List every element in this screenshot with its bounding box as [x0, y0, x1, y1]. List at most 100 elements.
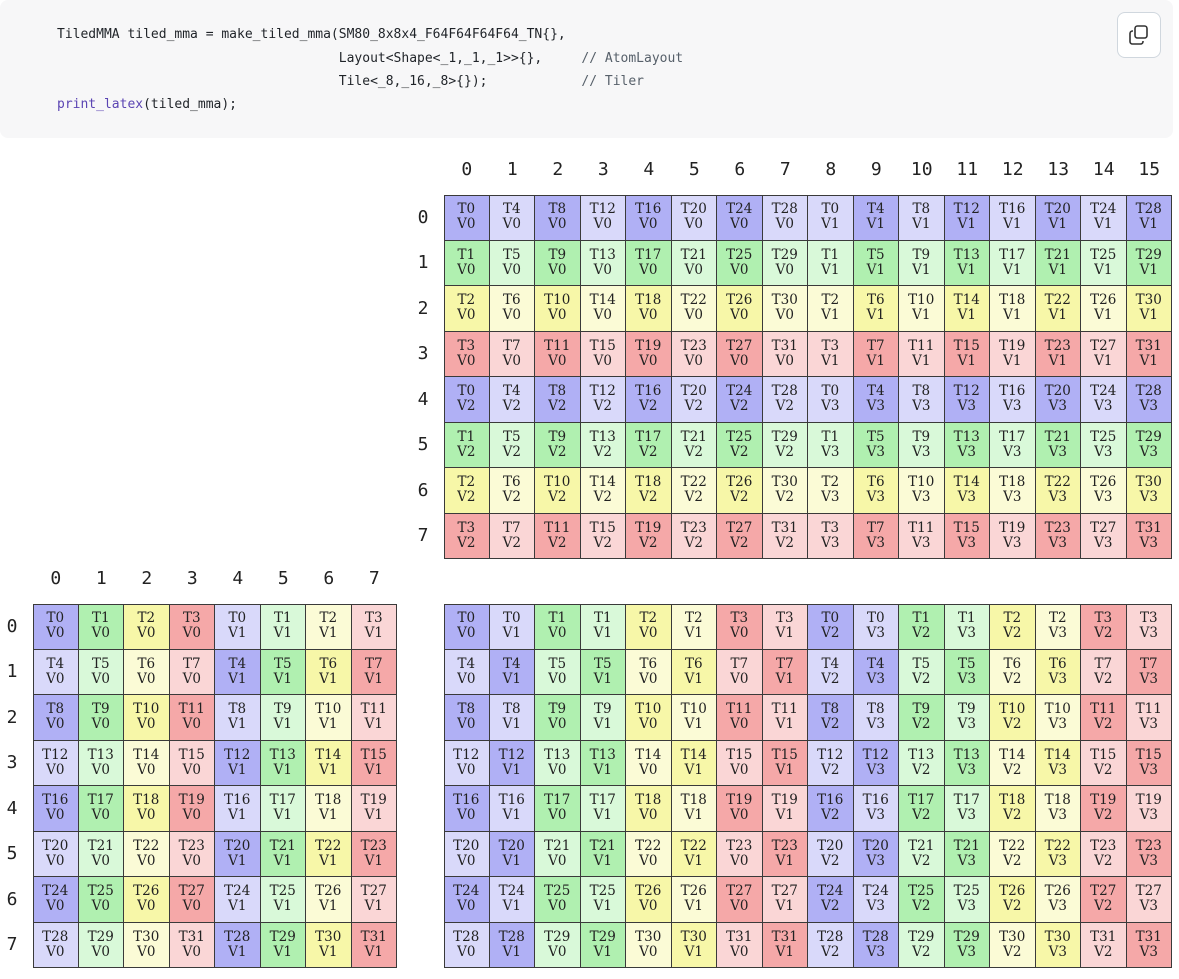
thread-label: T17 — [999, 428, 1026, 445]
layout-c-cell: T16 V2 — [808, 786, 854, 832]
value-label: V2 — [502, 398, 521, 415]
layout-a-cell: T28 V1 — [215, 922, 261, 968]
layout-b-cell: T26 V2 — [717, 468, 763, 514]
layout-c-cell: T24 V3 — [853, 877, 899, 923]
thread-label: T29 — [771, 428, 798, 445]
thread-label: T30 — [999, 928, 1026, 945]
layout-c-cell: T15 V2 — [1081, 740, 1127, 786]
value-label: V0 — [91, 716, 110, 733]
value-label: V3 — [866, 898, 885, 915]
layout-b-cell: T10 V0 — [535, 286, 581, 332]
value-label: V3 — [957, 852, 976, 869]
layout-b-cell: T15 V2 — [580, 513, 626, 559]
value-label: V3 — [912, 443, 931, 460]
value-label: V0 — [548, 352, 567, 369]
thread-label: T28 — [1135, 201, 1162, 218]
thread-label: T1 — [457, 246, 476, 263]
layout-b-cell: T6 V2 — [489, 468, 535, 514]
thread-label: T25 — [726, 428, 753, 445]
layout-a-cell: T19 V0 — [169, 786, 215, 832]
thread-label: T5 — [593, 655, 612, 672]
value-label: V1 — [593, 761, 612, 778]
value-label: V1 — [775, 625, 794, 642]
thread-label: T26 — [1044, 883, 1071, 900]
code-text: Layout<Shape<_1,_1,_1>>{}, — [57, 51, 582, 66]
thread-label: T4 — [457, 655, 476, 672]
value-label: V0 — [91, 898, 110, 915]
layout-b-cell: T8 V3 — [899, 377, 945, 423]
layout-b-cell: T29 V3 — [1126, 422, 1172, 468]
thread-label: T2 — [821, 292, 840, 309]
layout-a-cell: T25 V0 — [78, 877, 124, 923]
layout-b-cell: T23 V1 — [1035, 331, 1081, 377]
layout-a-col-header: 2 — [141, 568, 153, 589]
value-label: V2 — [730, 489, 749, 506]
value-label: V2 — [775, 443, 794, 460]
layout-b-cell: T17 V1 — [990, 240, 1036, 286]
thread-label: T12 — [953, 383, 980, 400]
value-label: V0 — [137, 898, 156, 915]
value-label: V1 — [912, 216, 931, 233]
thread-label: T4 — [228, 655, 247, 672]
layout-a-cell: T3 V1 — [351, 604, 397, 650]
layout-b-cell: T8 V1 — [899, 195, 945, 241]
thread-label: T10 — [908, 292, 935, 309]
value-label: V2 — [457, 398, 476, 415]
thread-label: T0 — [502, 610, 521, 627]
value-label: V0 — [137, 852, 156, 869]
value-label: V0 — [137, 761, 156, 778]
value-label: V0 — [639, 898, 658, 915]
layout-c-cell: T30 V0 — [626, 922, 672, 968]
layout-a-cell: T14 V0 — [124, 740, 170, 786]
value-label: V3 — [866, 716, 885, 733]
thread-label: T31 — [1135, 519, 1162, 536]
value-label: V2 — [821, 807, 840, 824]
thread-label: T11 — [544, 337, 571, 354]
value-label: V2 — [821, 716, 840, 733]
thread-label: T11 — [726, 701, 753, 718]
value-label: V1 — [228, 670, 247, 687]
layout-c-cell: T21 V1 — [580, 831, 626, 877]
value-label: V0 — [137, 670, 156, 687]
value-label: V0 — [730, 352, 749, 369]
thread-label: T27 — [726, 519, 753, 536]
layout-b-cell: T18 V1 — [990, 286, 1036, 332]
value-label: V1 — [228, 716, 247, 733]
layout-b-cell: T21 V2 — [671, 422, 717, 468]
layout-c-cell: T19 V0 — [717, 786, 763, 832]
value-label: V3 — [1139, 943, 1158, 960]
layout-a-cell: T22 V1 — [306, 831, 352, 877]
layout-a-cell: T20 V1 — [215, 831, 261, 877]
value-label: V3 — [866, 443, 885, 460]
thread-label: T15 — [953, 519, 980, 536]
layout-c-cell: T8 V1 — [489, 695, 535, 741]
layout-a-col-header: 1 — [95, 568, 107, 589]
layout-b-cell: T24 V2 — [717, 377, 763, 423]
layout-b-cell: T19 V2 — [626, 513, 672, 559]
thread-label: T7 — [502, 519, 521, 536]
thread-label: T3 — [364, 610, 383, 627]
thread-label: T22 — [1044, 292, 1071, 309]
value-label: V1 — [319, 852, 338, 869]
layout-a-cell: T5 V1 — [260, 649, 306, 695]
thread-label: T27 — [360, 883, 387, 900]
layout-a-row-header: 5 — [6, 843, 18, 865]
layout-c-cell: T10 V1 — [671, 695, 717, 741]
value-label: V0 — [639, 261, 658, 278]
thread-label: T27 — [771, 883, 798, 900]
layout-b-cell: T31 V3 — [1126, 513, 1172, 559]
value-label: V2 — [639, 489, 658, 506]
value-label: V3 — [957, 398, 976, 415]
copy-button[interactable] — [1117, 12, 1161, 58]
layout-c-cell: T24 V2 — [808, 877, 854, 923]
layout-b-cell: T0 V1 — [808, 195, 854, 241]
layout-c-cell: T5 V0 — [535, 649, 581, 695]
layout-a-col-header: 4 — [232, 568, 244, 589]
value-label: V2 — [730, 534, 749, 551]
value-label: V0 — [502, 352, 521, 369]
thread-label: T7 — [866, 337, 885, 354]
thread-label: T22 — [680, 292, 707, 309]
value-label: V2 — [1094, 852, 1113, 869]
layout-a-cell: T31 V0 — [169, 922, 215, 968]
layout-b-row-header: 6 — [417, 479, 429, 501]
